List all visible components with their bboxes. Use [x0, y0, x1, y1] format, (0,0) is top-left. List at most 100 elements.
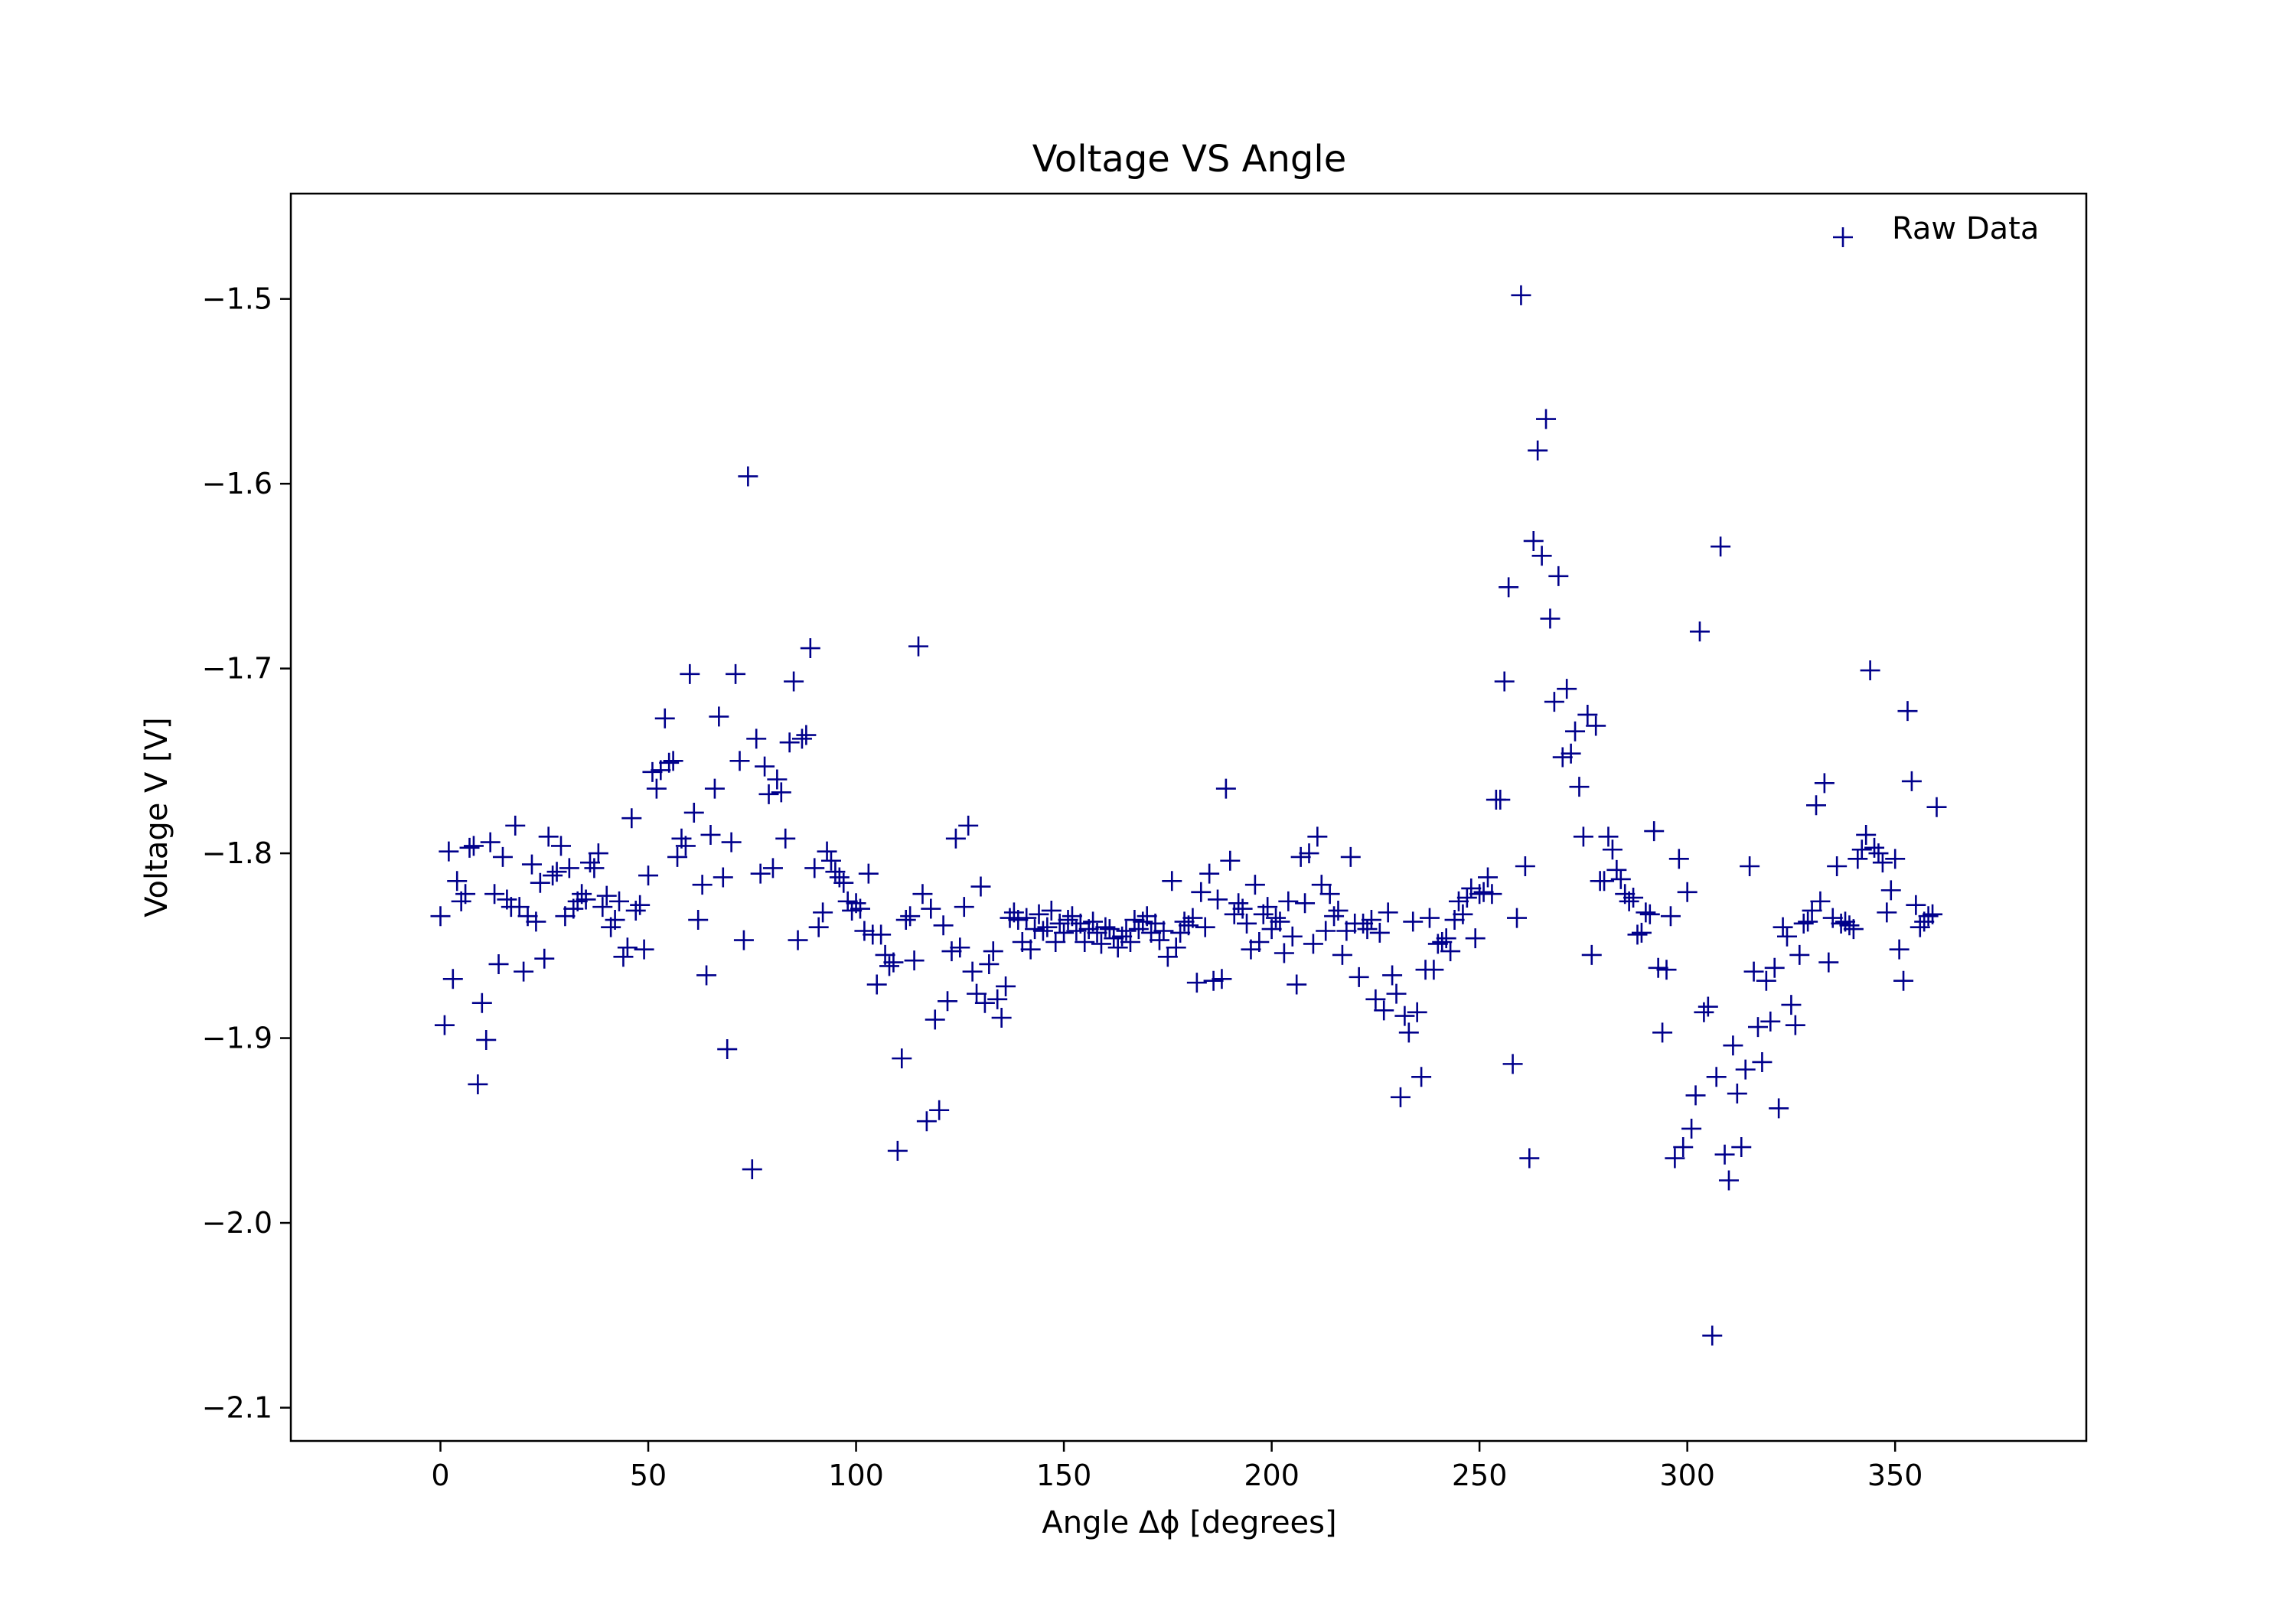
data-point — [991, 1008, 1012, 1028]
data-point — [829, 867, 850, 888]
data-point — [1711, 536, 1731, 557]
legend-plus-marker — [1833, 227, 1853, 247]
data-point — [1000, 908, 1020, 928]
data-point — [1365, 989, 1386, 1009]
data-point — [1901, 771, 1922, 791]
data-point — [538, 826, 559, 847]
data-point — [758, 784, 779, 804]
data-point — [696, 965, 717, 986]
data-point — [1540, 608, 1561, 629]
data-point — [543, 865, 563, 886]
x-tick-label: 100 — [828, 1459, 884, 1492]
data-point — [784, 671, 804, 692]
data-point — [1789, 944, 1810, 965]
data-point — [820, 850, 841, 871]
data-point — [1557, 679, 1577, 699]
data-point — [492, 846, 513, 867]
data-point — [713, 867, 733, 888]
data-point — [667, 846, 688, 867]
data-point — [1631, 922, 1652, 943]
y-tick-label: −2.0 — [202, 1206, 272, 1240]
data-point — [1565, 721, 1586, 742]
data-point — [1860, 660, 1880, 681]
data-point — [788, 930, 808, 950]
data-point — [1743, 961, 1764, 982]
data-point — [646, 778, 667, 799]
data-point — [796, 725, 817, 745]
data-point — [1390, 1087, 1411, 1107]
data-point — [1087, 922, 1107, 943]
data-point — [771, 782, 791, 803]
data-point — [726, 663, 746, 684]
data-point — [1490, 790, 1511, 810]
data-point — [912, 884, 933, 905]
data-point — [1918, 906, 1939, 927]
data-point — [1419, 908, 1440, 928]
x-tick-label: 0 — [431, 1459, 449, 1492]
data-point — [613, 947, 634, 967]
data-point — [1893, 970, 1914, 991]
data-point — [1104, 928, 1124, 949]
data-point — [1656, 960, 1677, 980]
data-point — [1041, 900, 1062, 921]
data-point — [1606, 859, 1627, 880]
data-point — [1473, 882, 1494, 902]
data-point — [871, 924, 892, 945]
data-point — [858, 863, 879, 884]
data-point — [704, 778, 725, 799]
data-point — [1083, 911, 1104, 932]
data-point — [866, 974, 887, 995]
data-point — [817, 841, 837, 862]
data-point — [596, 885, 617, 906]
plot-frame — [289, 192, 2088, 1442]
data-point — [925, 1009, 945, 1030]
data-point — [1602, 839, 1623, 860]
x-tick-label: 200 — [1244, 1459, 1300, 1492]
data-point — [1133, 911, 1153, 932]
data-point — [688, 910, 709, 931]
data-point — [1673, 1137, 1694, 1158]
data-point — [1668, 849, 1689, 869]
data-point — [1440, 941, 1461, 962]
data-point — [546, 862, 567, 882]
data-point — [1698, 996, 1718, 1017]
data-point — [1424, 960, 1444, 980]
data-point — [654, 708, 675, 729]
data-point — [1519, 1148, 1540, 1169]
data-point — [804, 858, 825, 878]
data-point — [609, 891, 630, 911]
data-point — [1157, 947, 1178, 967]
data-points — [430, 285, 1947, 1346]
data-point — [550, 836, 571, 856]
data-point — [530, 872, 550, 893]
y-tick-label: −1.6 — [202, 467, 272, 500]
data-point — [1747, 1017, 1768, 1038]
data-point — [1316, 921, 1336, 941]
data-point — [439, 841, 459, 862]
data-point — [1162, 871, 1182, 892]
data-point — [916, 1111, 937, 1132]
data-point — [1897, 701, 1918, 722]
data-point — [837, 891, 858, 911]
data-point — [1257, 897, 1278, 918]
data-point — [1926, 797, 1947, 817]
y-axis-label: Voltage V [V] — [139, 717, 174, 917]
data-point — [1303, 934, 1323, 954]
data-point — [1116, 921, 1137, 941]
data-point — [979, 953, 1000, 974]
data-point — [1025, 919, 1045, 940]
data-point — [1153, 921, 1174, 941]
data-point — [1124, 910, 1145, 931]
data-point — [900, 906, 921, 927]
data-point — [430, 906, 451, 927]
data-point — [534, 948, 555, 969]
data-point — [750, 863, 771, 884]
data-point — [791, 729, 812, 749]
data-point — [958, 815, 979, 836]
data-point — [1872, 852, 1893, 873]
data-point — [1785, 1015, 1805, 1035]
data-point — [1619, 891, 1639, 911]
data-point — [1598, 826, 1619, 847]
data-point — [767, 769, 788, 790]
